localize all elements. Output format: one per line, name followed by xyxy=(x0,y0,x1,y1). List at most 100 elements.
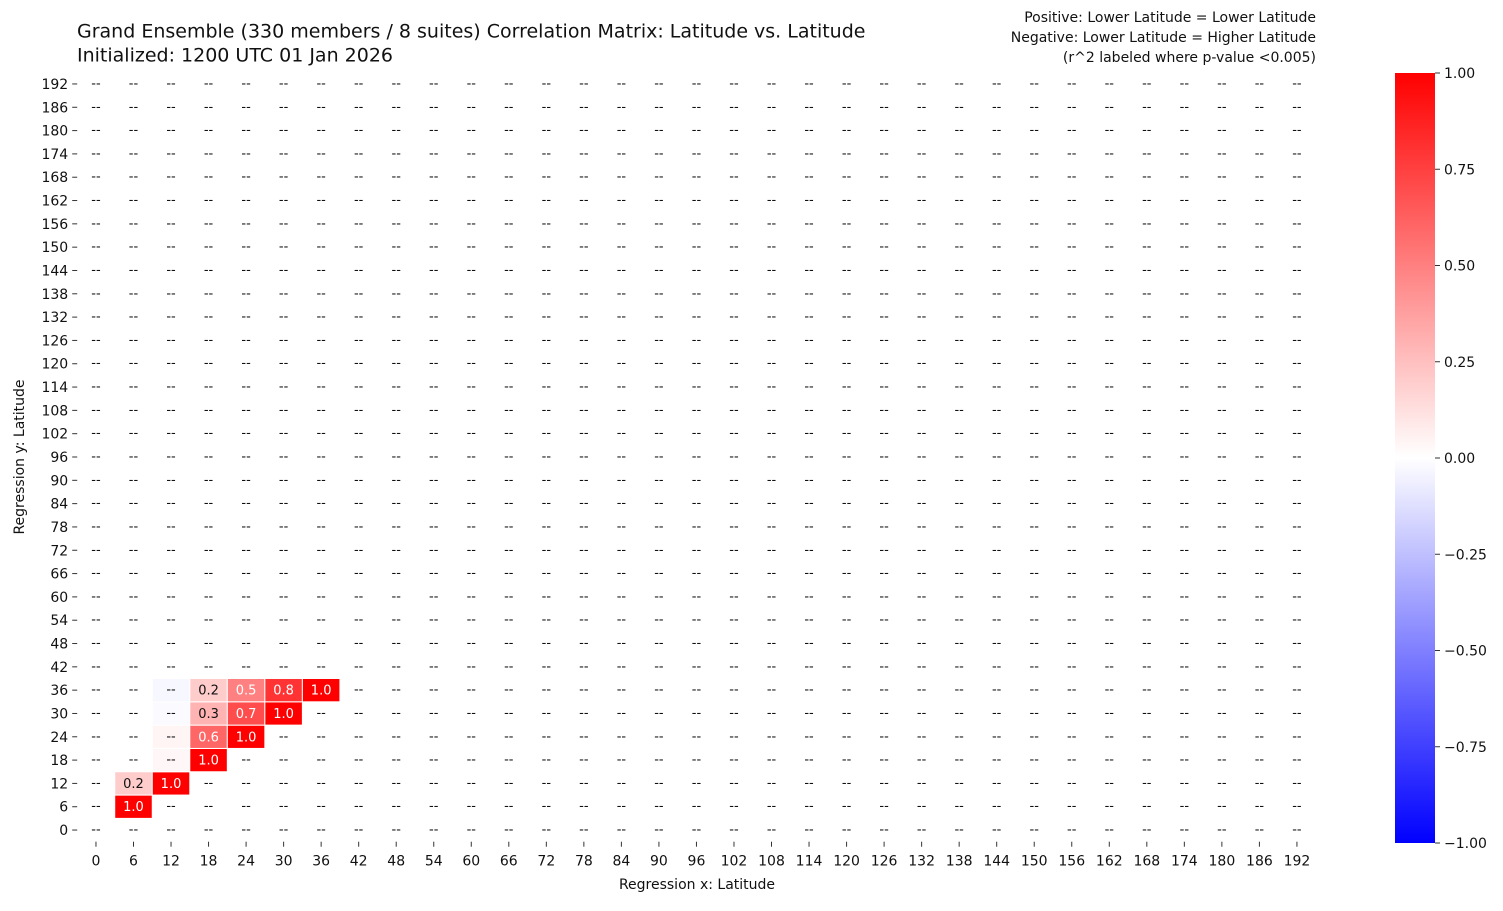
cell-na-label: -- xyxy=(241,100,251,115)
cell-na-label: -- xyxy=(91,100,101,115)
cell-na-label: -- xyxy=(954,450,964,465)
cell-na-label: -- xyxy=(1217,706,1227,721)
cell-na-label: -- xyxy=(241,333,251,348)
cell-na-label: -- xyxy=(241,240,251,255)
cell-na-label: -- xyxy=(166,100,176,115)
cell-na-label: -- xyxy=(1292,286,1302,301)
y-tick-label: 96 xyxy=(50,450,68,466)
cell-na-label: -- xyxy=(1105,170,1115,185)
cell-na-label: -- xyxy=(279,426,289,441)
cell-na-label: -- xyxy=(579,403,589,418)
cell-na-label: -- xyxy=(91,286,101,301)
cell-na-label: -- xyxy=(1180,100,1190,115)
cell-na-label: -- xyxy=(241,170,251,185)
x-axis-label: Regression x: Latitude xyxy=(619,877,775,893)
cell-na-label: -- xyxy=(91,146,101,161)
chart-subtitle: Initialized: 1200 UTC 01 Jan 2026 xyxy=(77,45,393,67)
cell-na-label: -- xyxy=(1142,403,1152,418)
cell-na-label: -- xyxy=(1180,310,1190,325)
y-tick-label: 126 xyxy=(41,333,68,349)
cell-na-label: -- xyxy=(354,519,364,534)
y-tick-label: 48 xyxy=(50,637,68,653)
cell-na-label: -- xyxy=(429,659,439,674)
cell-na-label: -- xyxy=(279,380,289,395)
cell-na-label: -- xyxy=(842,403,852,418)
cell-na-label: -- xyxy=(166,356,176,371)
cell-na-label: -- xyxy=(842,473,852,488)
cell-na-label: -- xyxy=(1105,683,1115,698)
cell-na-label: -- xyxy=(316,823,326,838)
cell-na-label: -- xyxy=(1255,193,1265,208)
cell-na-label: -- xyxy=(767,146,777,161)
y-tick-label: 90 xyxy=(50,473,68,489)
cell-na-label: -- xyxy=(392,170,402,185)
cell-na-label: -- xyxy=(654,753,664,768)
x-tick-label: 18 xyxy=(200,854,218,870)
cell-na-label: -- xyxy=(579,310,589,325)
cell-na-label: -- xyxy=(579,356,589,371)
cell-na-label: -- xyxy=(1067,100,1077,115)
cell-na-label: -- xyxy=(1105,146,1115,161)
cell-na-label: -- xyxy=(316,333,326,348)
cell-na-label: -- xyxy=(654,706,664,721)
cell-na-label: -- xyxy=(1180,636,1190,651)
cell-na-label: -- xyxy=(1255,240,1265,255)
cell-na-label: -- xyxy=(1255,123,1265,138)
cell-na-label: -- xyxy=(842,659,852,674)
cell-na-label: -- xyxy=(504,216,514,231)
cell-na-label: -- xyxy=(91,636,101,651)
cell-na-label: -- xyxy=(917,753,927,768)
cell-na-label: -- xyxy=(241,799,251,814)
cell-na-label: -- xyxy=(467,333,477,348)
cell-na-label: -- xyxy=(1292,76,1302,91)
cell-na-label: -- xyxy=(1030,799,1040,814)
cell-na-label: -- xyxy=(279,403,289,418)
cell-na-label: -- xyxy=(992,613,1002,628)
cell-na-label: -- xyxy=(129,380,139,395)
cell-na-label: -- xyxy=(504,776,514,791)
cell-na-label: -- xyxy=(504,683,514,698)
cell-na-label: -- xyxy=(917,123,927,138)
cell-na-label: -- xyxy=(166,613,176,628)
cell-na-label: -- xyxy=(129,426,139,441)
cell-na-label: -- xyxy=(617,753,627,768)
cell-na-label: -- xyxy=(579,286,589,301)
cell-na-label: -- xyxy=(879,613,889,628)
cell-na-label: -- xyxy=(166,286,176,301)
cell-na-label: -- xyxy=(692,450,702,465)
cell-na-label: -- xyxy=(992,589,1002,604)
cell-na-label: -- xyxy=(166,310,176,325)
cell-na-label: -- xyxy=(316,403,326,418)
cell-na-label: -- xyxy=(241,613,251,628)
cell-na-label: -- xyxy=(654,240,664,255)
cell-na-label: -- xyxy=(617,683,627,698)
x-tick-label: 24 xyxy=(237,854,255,870)
cell-na-label: -- xyxy=(1217,566,1227,581)
cell-na-label: -- xyxy=(1105,240,1115,255)
cell-na-label: -- xyxy=(1030,636,1040,651)
cell-na-label: -- xyxy=(1180,193,1190,208)
cell-na-label: -- xyxy=(579,753,589,768)
cell-na-label: -- xyxy=(392,100,402,115)
cell-na-label: -- xyxy=(692,543,702,558)
cell-na-label: -- xyxy=(542,683,552,698)
cell-na-label: -- xyxy=(1255,776,1265,791)
cell-na-label: -- xyxy=(91,426,101,441)
cell-na-label: -- xyxy=(729,589,739,604)
y-tick-label: 120 xyxy=(41,357,68,373)
cell-na-label: -- xyxy=(129,333,139,348)
cell-na-label: -- xyxy=(879,753,889,768)
cell-na-label: -- xyxy=(504,240,514,255)
cell-na-label: -- xyxy=(1217,776,1227,791)
cell-na-label: -- xyxy=(166,636,176,651)
cell-na-label: -- xyxy=(954,216,964,231)
cell-na-label: -- xyxy=(241,310,251,325)
cell-na-label: -- xyxy=(917,450,927,465)
cell-na-label: -- xyxy=(992,356,1002,371)
cell-na-label: -- xyxy=(542,100,552,115)
cell-na-label: -- xyxy=(729,823,739,838)
cell-na-label: -- xyxy=(1030,776,1040,791)
cell-na-label: -- xyxy=(1067,263,1077,278)
cell-na-label: -- xyxy=(1292,566,1302,581)
colorbar-tick-label: −0.25 xyxy=(1444,547,1487,563)
